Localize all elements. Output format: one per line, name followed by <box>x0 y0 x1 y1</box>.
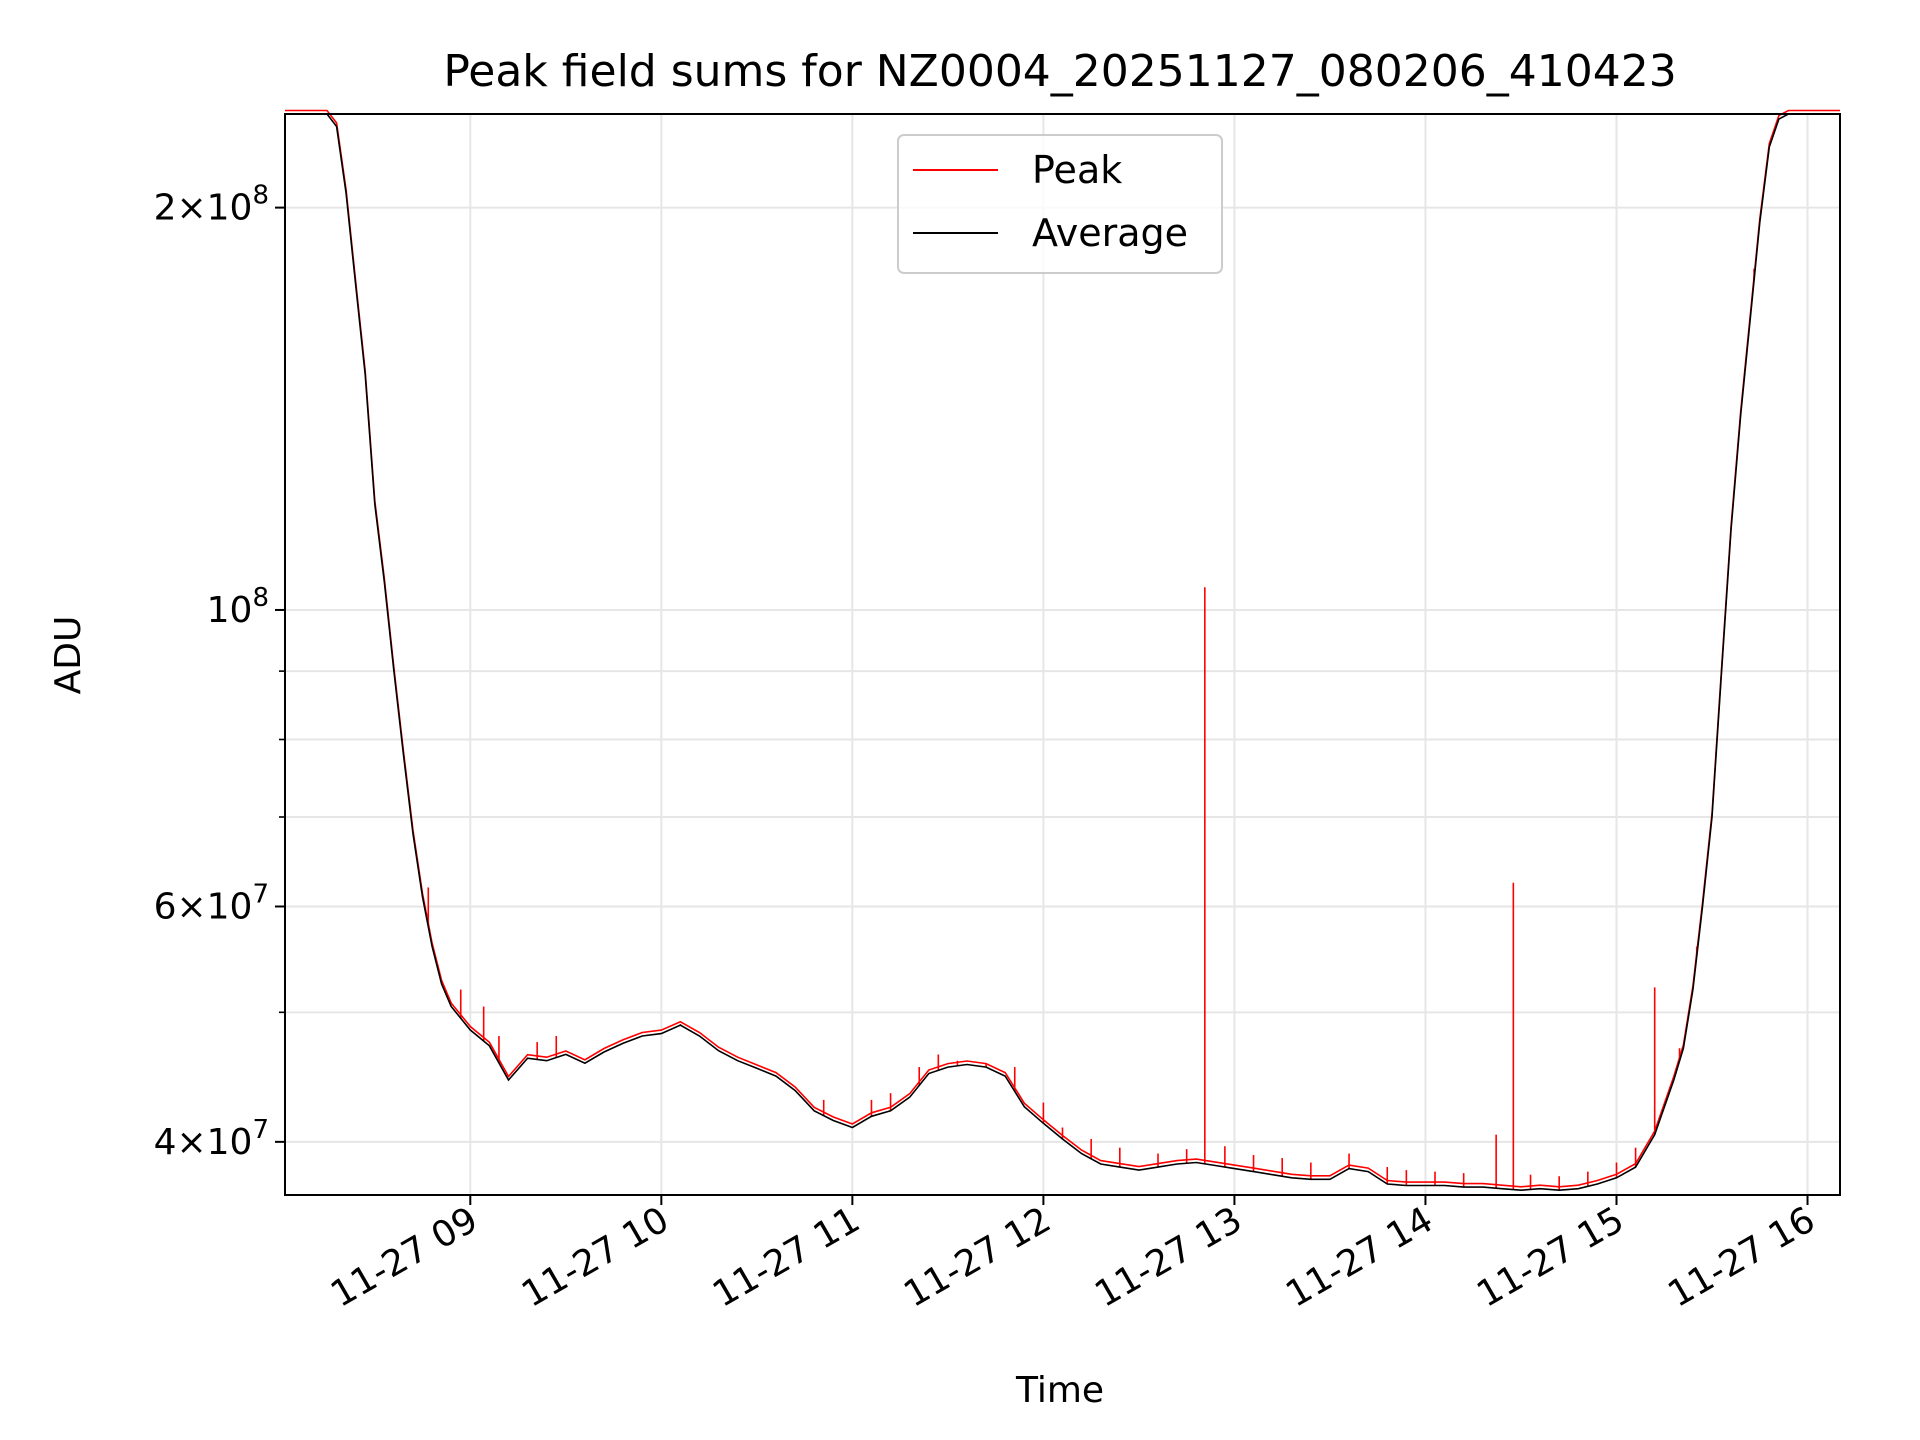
y-tick-label-0: 4×107 <box>154 1115 269 1163</box>
legend: Peak Average <box>897 134 1223 274</box>
y-tick-label-1: 6×107 <box>154 879 269 927</box>
average-series-line <box>285 113 1840 1192</box>
peak-series-line <box>285 109 1840 1188</box>
grid <box>285 114 1840 1195</box>
legend-label-average: Average <box>1032 211 1188 255</box>
legend-label-peak: Peak <box>1032 148 1122 192</box>
y-axis-label: ADU <box>48 616 89 695</box>
axes-frame <box>284 113 1841 1196</box>
y-tick-label-3: 2×108 <box>154 181 269 229</box>
x-axis-label: Time <box>1015 1370 1104 1411</box>
y-tick-label-2: 108 <box>207 583 269 631</box>
chart-title: Peak field sums for NZ0004_20251127_0802… <box>443 46 1676 97</box>
plot-area <box>285 109 1840 1192</box>
